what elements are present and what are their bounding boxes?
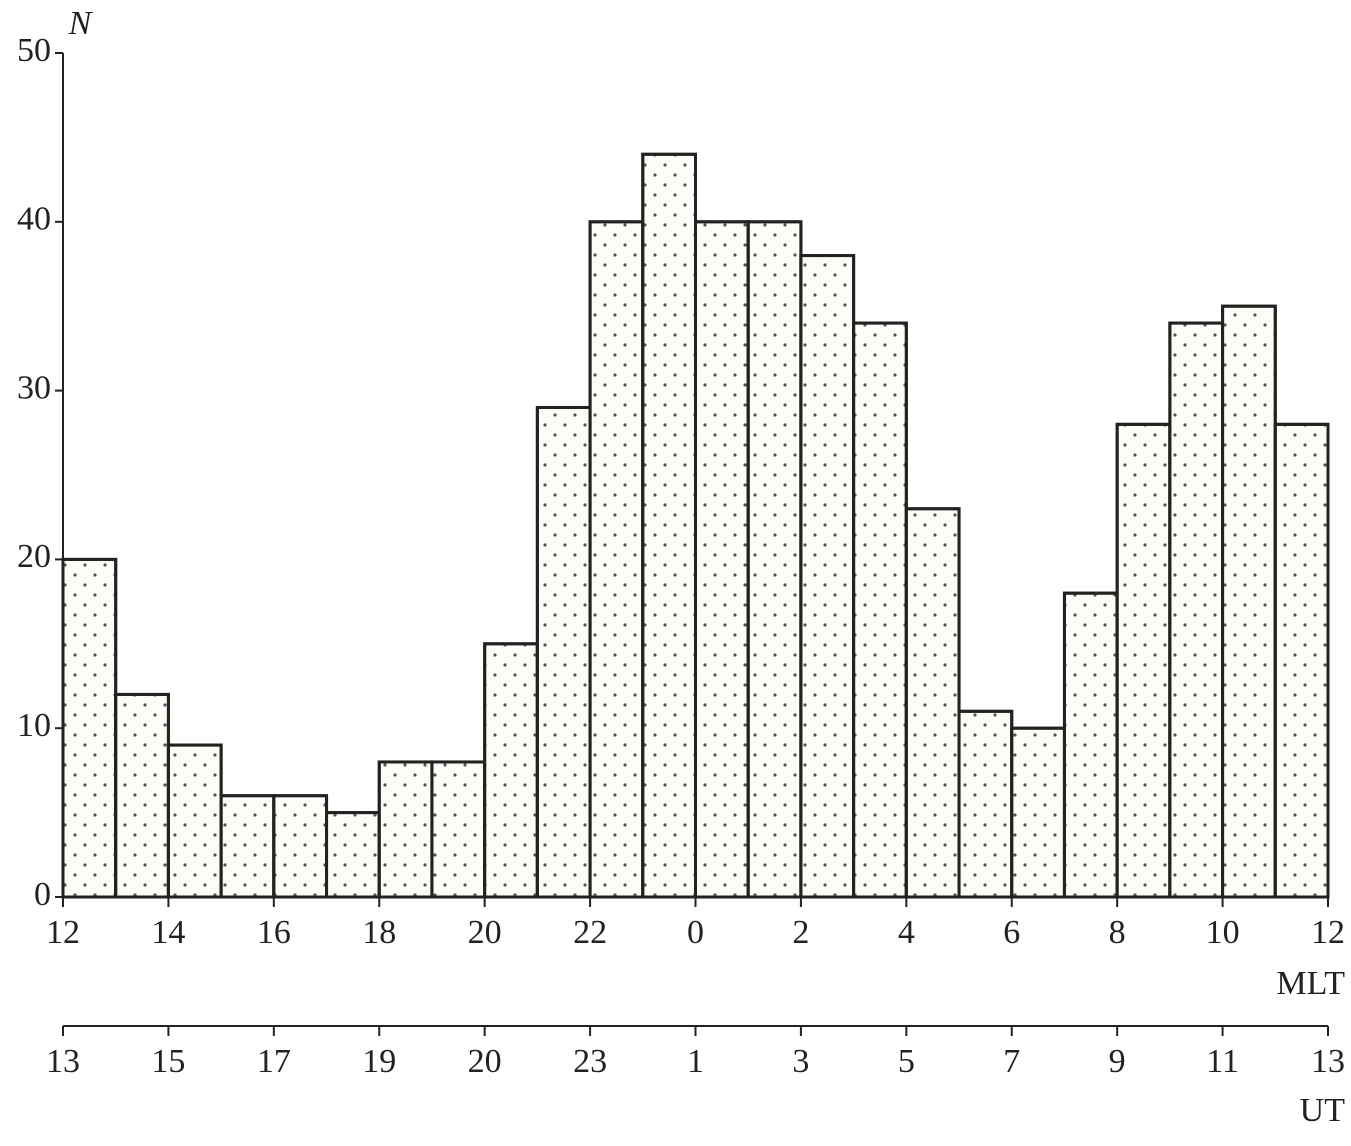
bar-pattern [377, 760, 434, 899]
bar-pattern [1010, 726, 1066, 899]
x-axis-label: MLT [1276, 965, 1345, 1002]
y-tick-label: 50 [17, 32, 51, 69]
x2-tick-label: 17 [257, 1043, 291, 1080]
x2-tick-label: 9 [1109, 1043, 1126, 1080]
x-tick-label: 6 [1003, 914, 1020, 951]
x2-tick-label: 3 [792, 1043, 809, 1080]
x-tick-label: 22 [573, 914, 607, 951]
x2-tick-label: 11 [1206, 1043, 1239, 1080]
x-tick-label: 18 [362, 914, 396, 951]
x2-tick-label: 19 [362, 1043, 396, 1080]
x-tick-label: 12 [1311, 914, 1345, 951]
bar-pattern [1221, 304, 1277, 899]
bar-pattern [904, 507, 961, 899]
bar-pattern [61, 557, 118, 899]
y-tick-label: 30 [17, 369, 51, 406]
bar-pattern [325, 811, 381, 899]
x-tick-label: 10 [1206, 914, 1240, 951]
bar-pattern [588, 220, 645, 899]
x2-axis-label: UT [1300, 1092, 1346, 1129]
x-tick-label: 12 [46, 914, 80, 951]
bar-pattern [535, 405, 592, 899]
y-axis-label: N [68, 5, 94, 42]
x-tick-label: 20 [468, 914, 502, 951]
bar-pattern [694, 220, 750, 899]
bar-pattern [114, 692, 170, 899]
x2-tick-label: 5 [898, 1043, 915, 1080]
bar-pattern [430, 760, 487, 899]
bar-pattern [746, 220, 803, 899]
x2-tick-label: 7 [1003, 1043, 1020, 1080]
x-tick-label: 16 [257, 914, 291, 951]
x2-tick-label: 20 [468, 1043, 502, 1080]
x-tick-label: 4 [898, 914, 915, 951]
y-tick-label: 40 [17, 201, 51, 238]
x2-tick-label: 1 [687, 1043, 704, 1080]
x2-tick-label: 13 [46, 1043, 80, 1080]
x2-tick-label: 13 [1311, 1043, 1345, 1080]
y-tick-label: 10 [17, 707, 51, 744]
bar-pattern [799, 254, 856, 899]
bar-pattern [483, 642, 539, 899]
bar-pattern [1062, 591, 1119, 899]
bar-pattern [272, 794, 329, 899]
bar-pattern [166, 743, 223, 899]
bar-pattern [852, 321, 908, 899]
x-tick-label: 2 [792, 914, 809, 951]
bar-pattern [219, 794, 276, 899]
bar-pattern [1168, 321, 1225, 899]
x2-tick-label: 23 [573, 1043, 607, 1080]
x2-tick-label: 15 [151, 1043, 185, 1080]
x-tick-label: 8 [1109, 914, 1126, 951]
bar-pattern [1115, 422, 1172, 899]
x-tick-label: 0 [687, 914, 704, 951]
y-tick-label: 0 [34, 876, 51, 913]
bar-pattern [957, 709, 1014, 899]
bar-pattern [1273, 422, 1330, 899]
x-tick-label: 14 [151, 914, 185, 951]
y-tick-label: 20 [17, 538, 51, 575]
bar-pattern [641, 152, 698, 899]
